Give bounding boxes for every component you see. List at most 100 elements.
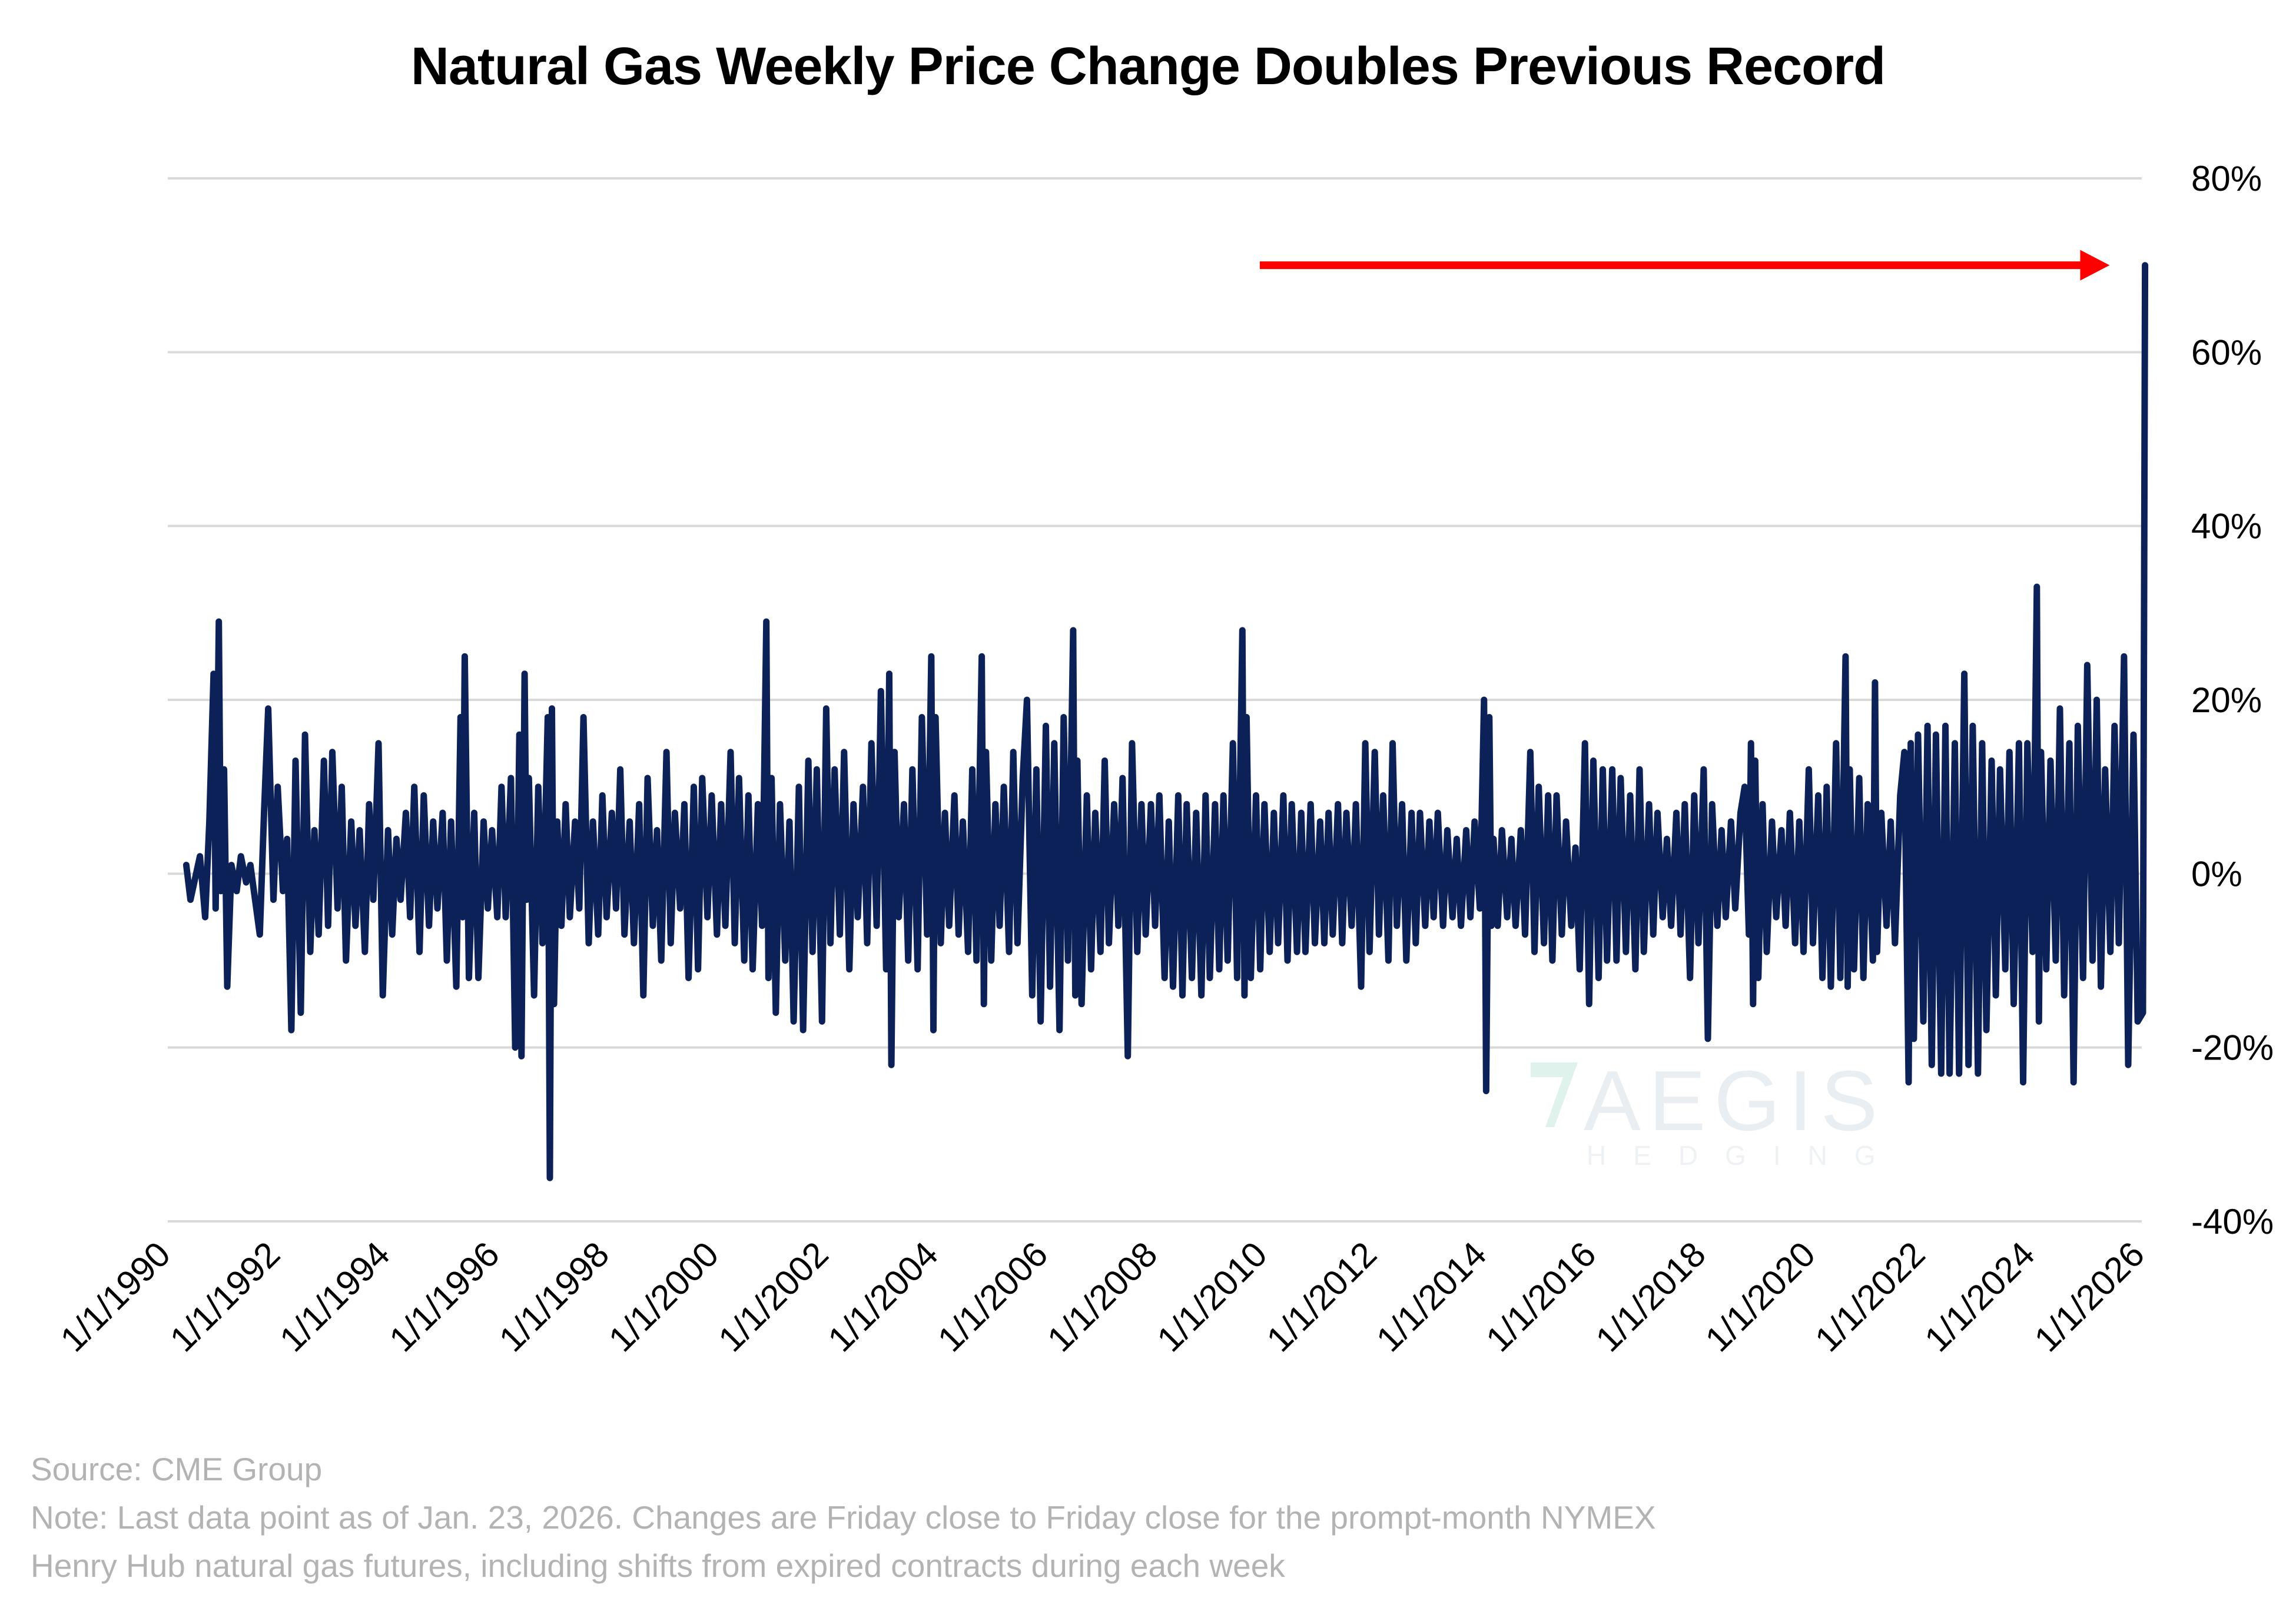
data-point [765,975,772,981]
data-point [380,992,386,999]
x-tick-label: 1/1/2014 [1369,1234,1494,1360]
data-point [466,975,472,981]
data-point [878,688,884,695]
data-point [1134,949,1140,955]
data-point [1833,740,1839,746]
data-point [1261,801,1268,808]
data-point [1024,697,1030,703]
y-tick-label: 20% [2191,680,2262,720]
data-point [426,922,432,929]
data-point [1074,758,1080,764]
data-point [668,940,674,946]
data-point [1216,966,1222,972]
data-point [1732,905,1738,912]
data-point [965,949,971,955]
data-point [2140,1009,2146,1016]
data-point [2116,940,2122,946]
data-point [1860,975,1867,981]
data-point [238,853,244,859]
data-point [1527,749,1534,755]
data-point [2052,958,2059,964]
data-point [1092,810,1099,816]
data-point [1946,1071,1953,1077]
data-point [1759,801,1766,808]
x-tick-label: 1/1/1998 [492,1234,617,1360]
data-point [1020,775,1026,781]
data-point [274,783,281,790]
data-point [1321,940,1328,946]
data-point [2036,1018,2042,1025]
data-point [772,1009,779,1016]
data-point [1929,1062,1935,1068]
data-point [1143,931,1149,938]
data-point [187,896,194,903]
data-point [234,888,240,894]
data-point [1339,940,1345,946]
data-point [1119,775,1126,781]
data-point [1051,740,1057,746]
data-point [672,810,678,816]
data-point [997,922,1003,929]
aegis-hedging-watermark: AEGIS HEDGING [1531,1057,1943,1180]
series-line [183,262,2149,1181]
data-point [453,984,460,990]
data-point [1426,818,1432,825]
data-point [636,801,642,808]
data-point [1037,1018,1044,1025]
data-point [1906,1079,1912,1085]
data-point [2029,949,2036,955]
data-point [708,792,715,799]
x-tick-label: 1/1/2000 [601,1234,726,1360]
data-point [1823,783,1830,790]
data-point [1741,783,1748,790]
y-tick-label: 60% [2191,333,2262,372]
data-point [819,1018,825,1025]
data-point [1641,949,1647,955]
data-point [888,1062,895,1068]
data-point [1752,758,1759,764]
data-point [905,958,911,964]
data-point [1965,1062,1972,1068]
data-point [1329,931,1336,938]
data-point [718,801,724,808]
data-point [768,775,775,781]
data-point [1308,801,1314,808]
data-point [535,783,542,790]
data-point [325,922,331,929]
data-point [814,766,820,773]
data-point [1106,940,1112,946]
data-point [1844,984,1851,990]
data-point [1549,958,1555,964]
data-point [1488,922,1495,929]
data-point [1887,818,1894,825]
y-tick-label: 80% [2191,159,2262,198]
data-point [407,914,413,921]
data-point [228,862,235,868]
x-tick-label: 1/1/2024 [1917,1234,2042,1360]
data-point [1993,992,1999,999]
data-point [547,1175,553,1181]
data-point [983,749,989,755]
data-point [2006,749,2013,755]
data-point [1239,627,1246,633]
data-point [1604,958,1610,964]
data-point [613,905,619,912]
data-point [580,714,587,720]
data-point [1366,949,1373,955]
data-point [874,922,880,929]
data-point [311,827,318,833]
data-point [316,931,322,938]
data-point [1856,775,1863,781]
data-point [658,958,665,964]
data-point [1563,818,1570,825]
data-point [430,818,436,825]
record-arrow-head [2080,250,2110,281]
data-point [1668,922,1674,929]
data-point [1864,801,1871,808]
data-point [1637,766,1643,773]
data-point [1148,801,1154,808]
data-point [2142,262,2148,268]
data-point [1006,949,1012,955]
data-point [1577,966,1583,972]
data-point [1558,931,1565,938]
